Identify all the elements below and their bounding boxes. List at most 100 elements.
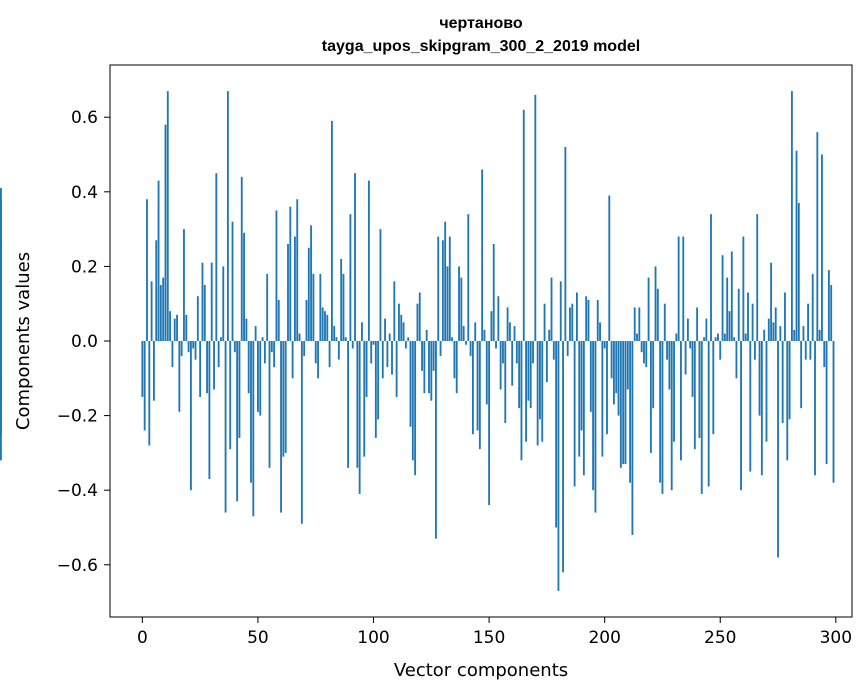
bar (703, 337, 705, 341)
bar (0, 288, 2, 341)
x-axis: 0 50 100 150 200 250 300 (137, 617, 852, 648)
bar (712, 341, 715, 435)
bar (534, 94, 537, 341)
x-tick-label: 50 (247, 628, 269, 648)
bar (173, 318, 176, 341)
bar (187, 341, 190, 353)
bar (178, 341, 181, 412)
bar (710, 214, 712, 341)
bar (280, 341, 282, 513)
bar (562, 341, 564, 573)
bar (594, 341, 597, 513)
bar (550, 277, 553, 341)
bar (654, 266, 657, 341)
bar (663, 303, 666, 341)
bar (555, 341, 558, 528)
bar (564, 147, 567, 341)
bar (770, 262, 773, 341)
bar (437, 236, 440, 341)
bar (245, 318, 248, 341)
bar (571, 303, 574, 341)
bar (367, 180, 370, 341)
bar (608, 195, 611, 341)
bar (511, 341, 514, 386)
bar (689, 341, 692, 349)
bar (691, 341, 694, 397)
y-tick-label: −0.2 (57, 407, 98, 427)
bar (206, 341, 209, 394)
bar (696, 307, 699, 341)
bar (633, 307, 636, 341)
bar (183, 229, 185, 341)
bar (700, 341, 703, 494)
bar (578, 341, 581, 457)
bar (148, 341, 151, 446)
bar (363, 341, 366, 457)
bar (465, 341, 467, 345)
bar (737, 288, 740, 341)
bar (321, 307, 324, 341)
bar (243, 232, 245, 341)
bar (786, 341, 789, 461)
bar (545, 341, 548, 383)
bar (351, 341, 354, 349)
bar (226, 91, 229, 341)
bar (404, 341, 407, 349)
bar (448, 236, 451, 341)
bar (656, 288, 659, 341)
bar (435, 341, 437, 539)
bar (425, 329, 428, 341)
bar (263, 341, 266, 364)
bar (777, 341, 779, 558)
bar (284, 341, 287, 453)
bar (735, 341, 738, 379)
bar (287, 244, 289, 341)
bar (624, 341, 627, 465)
bar (453, 341, 456, 379)
bar (631, 341, 634, 535)
bar (421, 341, 423, 371)
bar (319, 273, 322, 341)
bar (451, 337, 454, 341)
chart-subtitle: tayga_upos_skipgram_300_2_2019 model (322, 38, 640, 55)
bar (492, 244, 495, 341)
bar (610, 341, 613, 379)
y-tick-label: 0.2 (71, 257, 98, 277)
bar (825, 341, 828, 465)
bar (337, 341, 340, 360)
bar (518, 341, 521, 409)
x-tick-label: 200 (588, 628, 620, 648)
bar (675, 333, 678, 341)
bar (772, 322, 775, 341)
bar (629, 341, 632, 483)
bar (407, 337, 410, 341)
bar (520, 341, 523, 461)
bar (471, 341, 474, 435)
bar (254, 326, 257, 341)
bar (659, 341, 662, 483)
bar (744, 333, 747, 341)
bar (257, 341, 259, 412)
bar (303, 341, 306, 356)
bar (733, 337, 736, 341)
bar (802, 326, 805, 341)
bar (566, 341, 569, 356)
bar (196, 296, 199, 341)
bar (460, 277, 463, 341)
y-tick-label: 0.6 (71, 108, 98, 128)
bar (155, 240, 158, 341)
bar (439, 341, 442, 356)
bar (774, 307, 777, 341)
bar (328, 341, 331, 368)
bar (698, 341, 701, 438)
bar (305, 299, 308, 341)
bar (684, 341, 687, 375)
bar (832, 341, 835, 483)
bar (192, 341, 195, 349)
bar (714, 337, 717, 341)
bar (612, 341, 615, 405)
bar (203, 285, 206, 341)
bar (506, 307, 509, 341)
bar (728, 311, 731, 341)
bar (344, 337, 347, 341)
